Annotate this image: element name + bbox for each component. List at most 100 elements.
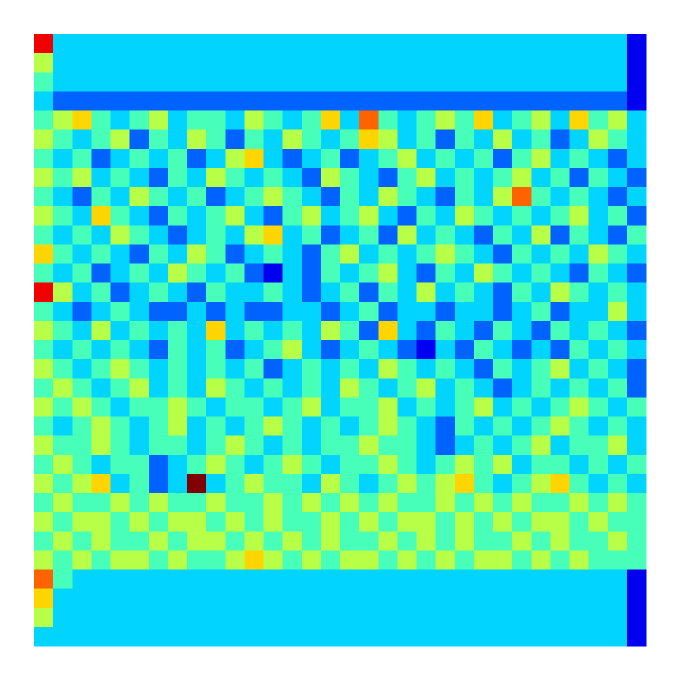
heatmap-cell — [550, 187, 570, 207]
heatmap-cell — [359, 53, 379, 73]
heatmap-cell — [72, 53, 92, 73]
heatmap-cell — [626, 473, 647, 494]
heatmap-cell — [588, 378, 609, 398]
heatmap-cell — [91, 167, 111, 188]
heatmap-cell — [110, 320, 131, 341]
heatmap-cell — [397, 531, 417, 551]
heatmap-cell — [626, 148, 647, 169]
heatmap-cell — [187, 569, 207, 590]
heatmap-cell — [167, 588, 188, 609]
heatmap-cell — [397, 34, 417, 54]
heatmap-cell — [550, 129, 570, 150]
heatmap-cell — [626, 454, 647, 475]
heatmap-cell — [493, 167, 513, 188]
heatmap-cell — [53, 301, 73, 322]
heatmap-cell — [359, 167, 379, 188]
heatmap-cell — [53, 569, 73, 590]
heatmap-cell — [512, 397, 532, 417]
heatmap-cell — [282, 493, 303, 513]
heatmap-cell — [435, 282, 456, 303]
heatmap-cell — [263, 263, 284, 284]
heatmap-cell — [626, 531, 647, 551]
heatmap-cell — [91, 531, 111, 551]
heatmap-cell — [72, 569, 92, 590]
heatmap-cell — [148, 34, 169, 54]
heatmap-cell — [435, 569, 456, 590]
heatmap-cell — [187, 129, 207, 150]
heatmap-cell — [359, 320, 379, 341]
heatmap-cell — [531, 512, 551, 532]
heatmap-cell — [320, 72, 341, 92]
heatmap-cell — [91, 110, 111, 131]
heatmap-cell — [244, 282, 264, 303]
heatmap-cell — [531, 416, 551, 437]
heatmap-cell — [148, 225, 169, 245]
heatmap-cell — [167, 493, 188, 513]
heatmap-cell — [282, 244, 303, 264]
heatmap-cell — [225, 320, 245, 341]
heatmap-cell — [340, 282, 360, 303]
heatmap-cell — [550, 416, 570, 437]
heatmap-cell — [263, 53, 284, 73]
heatmap-cell — [72, 378, 92, 398]
heatmap-cell — [340, 416, 360, 437]
heatmap-cell — [531, 320, 551, 341]
heatmap-cell — [378, 607, 398, 628]
heatmap-cell — [340, 473, 360, 494]
heatmap-cell — [91, 263, 111, 284]
heatmap-cell — [129, 493, 150, 513]
heatmap-cell — [206, 91, 226, 111]
heatmap-cell — [148, 531, 169, 551]
heatmap-cell — [206, 493, 226, 513]
heatmap-cell — [301, 225, 322, 245]
heatmap-cell — [129, 301, 150, 322]
heatmap-cell — [550, 473, 570, 494]
heatmap-cell — [72, 110, 92, 131]
heatmap-cell — [454, 187, 475, 207]
heatmap-cell — [148, 435, 169, 456]
heatmap-cell — [340, 531, 360, 551]
heatmap-cell — [53, 378, 73, 398]
heatmap-cell — [187, 454, 207, 475]
heatmap-cell — [607, 34, 628, 54]
heatmap-cell — [129, 531, 150, 551]
heatmap-cell — [473, 512, 494, 532]
heatmap-cell — [473, 72, 494, 92]
heatmap-cell — [320, 53, 341, 73]
heatmap-cell — [282, 148, 303, 169]
heatmap-cell — [110, 244, 131, 264]
heatmap-cell — [244, 473, 264, 494]
heatmap-cell — [397, 626, 417, 647]
heatmap-cell — [512, 148, 532, 169]
heatmap-cell — [263, 454, 284, 475]
heatmap-cell — [340, 263, 360, 284]
heatmap-cell — [588, 34, 609, 54]
heatmap-cell — [263, 320, 284, 341]
heatmap-cell — [282, 454, 303, 475]
heatmap-cell — [531, 110, 551, 131]
heatmap-cell — [129, 72, 150, 92]
heatmap-cell — [588, 397, 609, 417]
heatmap-cell — [397, 129, 417, 150]
heatmap-cell — [569, 225, 590, 245]
heatmap-cell — [512, 301, 532, 322]
heatmap-cell — [454, 282, 475, 303]
heatmap-cell — [473, 626, 494, 647]
heatmap-cell — [244, 607, 264, 628]
heatmap-cell — [187, 53, 207, 73]
heatmap-cell — [263, 244, 284, 264]
heatmap-cell — [167, 129, 188, 150]
heatmap-cell — [206, 301, 226, 322]
heatmap-cell — [512, 91, 532, 111]
heatmap-cell — [244, 320, 264, 341]
heatmap-cell — [454, 206, 475, 226]
heatmap-cell — [167, 301, 188, 322]
heatmap-cell — [569, 263, 590, 284]
heatmap-cell — [282, 435, 303, 456]
heatmap-cell — [588, 454, 609, 475]
heatmap-cell — [340, 512, 360, 532]
heatmap-cell — [359, 512, 379, 532]
heatmap-cell — [206, 244, 226, 264]
heatmap-cell — [435, 531, 456, 551]
